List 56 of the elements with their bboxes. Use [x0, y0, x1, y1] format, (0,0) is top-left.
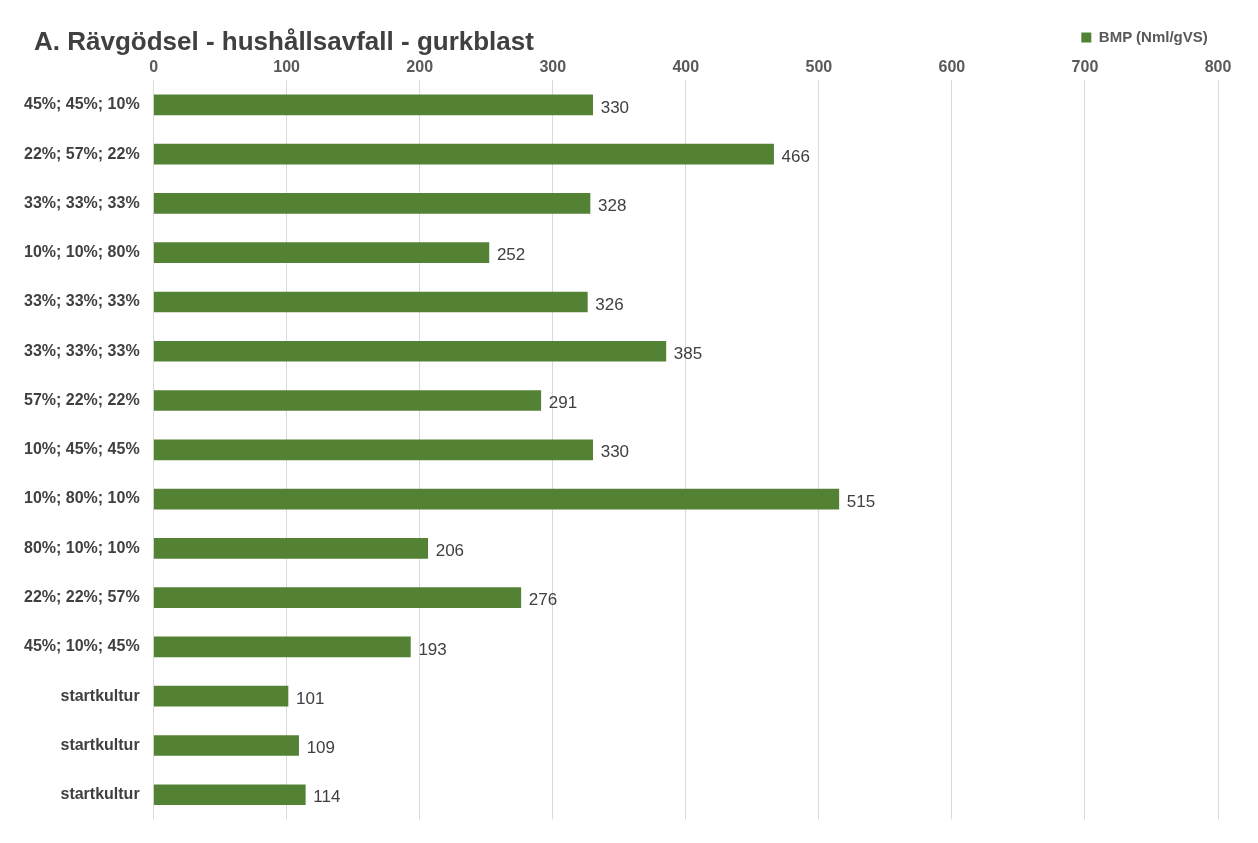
y-tick-label: 10%; 10%; 80%	[23, 243, 140, 261]
bar	[153, 685, 289, 707]
legend-label: BMP (Nml/gVS)	[1098, 27, 1208, 45]
x-tick-label: 700	[1071, 58, 1099, 76]
bar	[153, 340, 667, 362]
x-tick-label: 300	[539, 58, 567, 76]
data-label: 330	[600, 442, 630, 462]
data-label: 326	[595, 294, 624, 314]
bar	[153, 784, 306, 806]
y-tick-label: 33%; 33%; 33%	[23, 292, 140, 310]
bar	[153, 735, 299, 756]
x-tick-label: 100	[273, 58, 301, 76]
x-tick-label: 500	[805, 58, 833, 76]
x-tick-label: 800	[1204, 58, 1232, 76]
y-tick-label: 10%; 45%; 45%	[23, 440, 140, 458]
data-label: 252	[496, 245, 526, 265]
data-label: 206	[435, 541, 465, 561]
bar	[153, 390, 542, 411]
data-label: 385	[673, 343, 703, 363]
data-label: 466	[781, 146, 810, 166]
chart-title: A. Rävgödsel - hushållsavfall - gurkblast	[34, 26, 534, 57]
y-tick-label: 33%; 33%; 33%	[23, 193, 140, 211]
y-tick-label: 10%; 80%; 10%	[23, 489, 140, 507]
data-label: 291	[548, 393, 578, 413]
bar	[153, 94, 594, 116]
bar	[153, 538, 429, 559]
data-label: 101	[296, 688, 325, 708]
y-tick-label: 22%; 57%; 22%	[23, 144, 140, 162]
y-tick-label: 22%; 22%; 57%	[23, 588, 140, 606]
y-tick-label: startkultur	[60, 785, 140, 803]
bar	[153, 636, 411, 658]
x-tick-label: 0	[149, 58, 159, 76]
bar	[153, 488, 840, 510]
bar	[153, 587, 522, 608]
data-label: 109	[306, 738, 336, 758]
data-label: 328	[598, 196, 627, 216]
bar	[153, 143, 774, 165]
x-tick-label: 200	[406, 58, 434, 76]
bar	[153, 193, 591, 214]
y-tick-label: 45%; 10%; 45%	[23, 637, 140, 655]
bar	[153, 291, 588, 313]
y-tick-label: 80%; 10%; 10%	[23, 538, 140, 556]
data-label: 114	[313, 787, 341, 807]
y-tick-label: startkultur	[60, 735, 140, 753]
y-tick-label: 45%; 45%; 10%	[23, 95, 140, 113]
y-tick-label: 33%; 33%; 33%	[23, 341, 140, 359]
data-label: 276	[528, 590, 558, 610]
data-label: 330	[600, 97, 630, 117]
x-tick-label: 600	[938, 58, 966, 76]
data-label: 193	[418, 639, 447, 659]
y-tick-label: startkultur	[60, 686, 140, 704]
x-tick-label: 400	[672, 58, 700, 76]
bar	[153, 439, 594, 461]
y-tick-label: 57%; 22%; 22%	[23, 390, 140, 408]
bar	[153, 242, 490, 264]
data-label: 515	[846, 491, 876, 511]
